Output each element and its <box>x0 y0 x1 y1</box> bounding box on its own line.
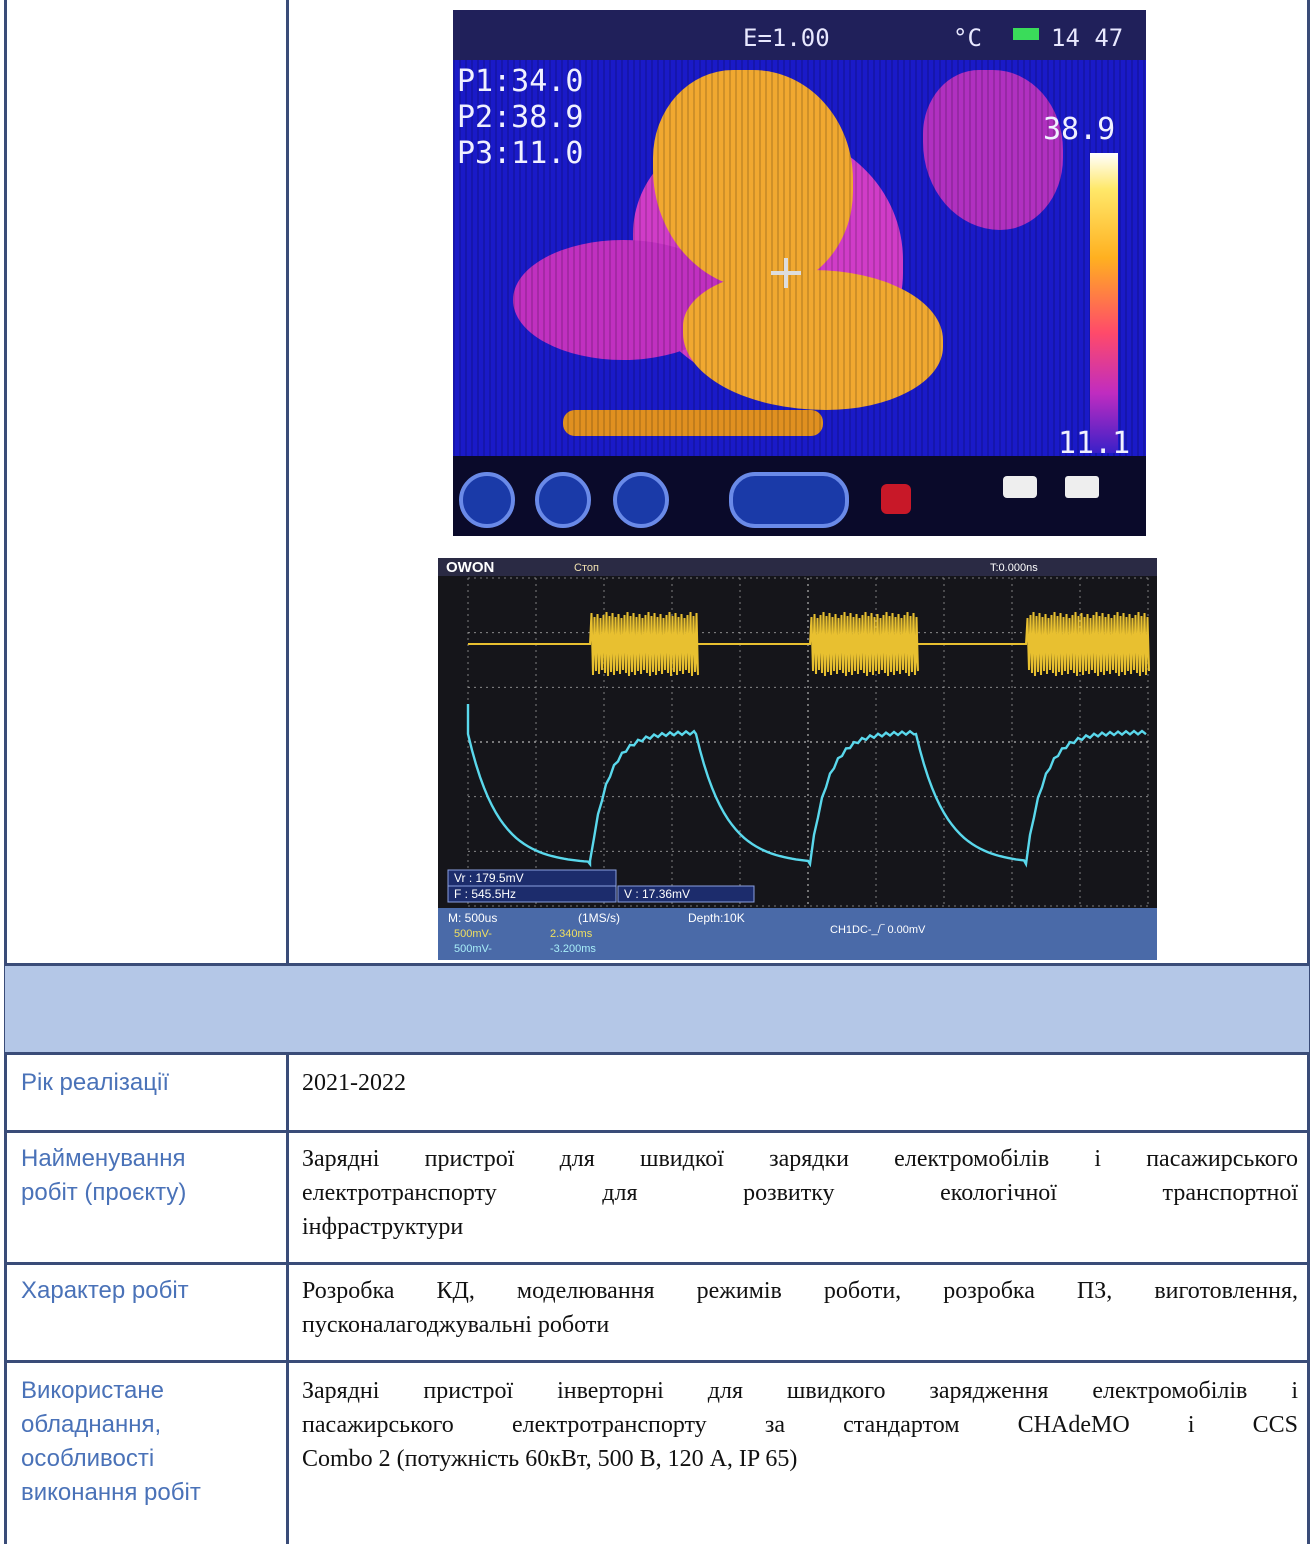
meas-box-f <box>447 885 617 903</box>
ch2-offset: -3.200ms <box>550 943 596 955</box>
thermal-status-bar: E=1.00 °C 14 47 <box>453 10 1146 60</box>
scale-max-label: 38.9 <box>1043 112 1116 147</box>
label-line: обладнання, <box>21 1411 162 1438</box>
row-label-year: Рік реалізації <box>5 1066 287 1100</box>
point-reading-1: P1:34.0 <box>457 64 584 99</box>
row-value-work-type: Розробка КД, моделювання режимів роботи,… <box>302 1274 1298 1342</box>
battery-icon <box>1013 28 1039 40</box>
table-row-border <box>4 1360 1310 1363</box>
thermal-camera-photo: E=1.00 °C 14 47 P1:34.0 P2:38.9 P3:11.0 … <box>453 10 1146 536</box>
clock-label: 14 47 <box>1051 24 1124 52</box>
table-row-border <box>4 963 1310 966</box>
scope-brand: OWON <box>446 559 494 576</box>
table-row-border <box>4 1130 1310 1133</box>
timebase: M: 500us <box>448 911 497 925</box>
label-line: Найменування <box>21 1145 186 1172</box>
label-line: робіт (проєкту) <box>21 1179 187 1206</box>
oscilloscope-photo: OWON Стоп T:0.000ns Vr : 179.5mV F : 545… <box>438 558 1157 960</box>
measurement-f: F : 545.5Hz <box>454 887 516 901</box>
value-line: інфраструктури <box>302 1214 464 1240</box>
shutter-icon <box>729 472 849 528</box>
back-icon <box>459 472 515 528</box>
scope-bottom-bar <box>438 908 1157 960</box>
palette-icon <box>535 472 591 528</box>
value-line: пасажирського електротранспорту за станд… <box>302 1412 1298 1438</box>
value-line: Зарядні пристрої для швидкої зарядки еле… <box>302 1146 1298 1172</box>
scope-trigger-time: T:0.000ns <box>990 562 1038 574</box>
row-label-project-name: Найменування робіт (проєкту) <box>5 1142 287 1210</box>
label-line: Рік реалізації <box>21 1069 169 1096</box>
table-row-border <box>4 1262 1310 1265</box>
video-icon <box>1065 476 1099 498</box>
emissivity-label: E=1.00 <box>743 24 830 52</box>
row-value-equipment: Зарядні пристрої інверторні для швидкого… <box>302 1374 1298 1476</box>
row-value-year: 2021-2022 <box>302 1070 406 1096</box>
scale-min-label: 11.1 <box>1058 426 1131 461</box>
value-line: Розробка КД, моделювання режимів роботи,… <box>302 1278 1298 1304</box>
row-label-equipment: Використане обладнання, особливості вико… <box>5 1374 287 1510</box>
label-line: виконання робіт <box>21 1479 201 1506</box>
label-line: особливості <box>21 1445 155 1472</box>
ch1-scale: 500mV- <box>454 928 492 940</box>
scope-top-bar <box>438 558 1157 576</box>
memory-depth: Depth:10K <box>688 911 745 925</box>
table-border-right <box>1307 0 1310 1544</box>
value-line: електротранспорту для розвитку екологічн… <box>302 1180 1298 1206</box>
section-header-band <box>5 965 1309 1053</box>
value-line: пусконалагоджувальні роботи <box>302 1312 610 1338</box>
table-row-border <box>4 1052 1310 1055</box>
channel-2-trace <box>466 704 1147 868</box>
label-line: Характер робіт <box>21 1277 189 1304</box>
value-line: Зарядні пристрої інверторні для швидкого… <box>302 1378 1298 1404</box>
channel-1-trace <box>468 611 1150 677</box>
table-border-column-divider-bottom <box>286 1053 289 1544</box>
table-border-column-divider-top <box>286 0 289 964</box>
point-reading-3: P3:11.0 <box>457 136 584 171</box>
label-line: Використане <box>21 1377 164 1404</box>
oscilloscope-screen: OWON Стоп T:0.000ns Vr : 179.5mV F : 545… <box>438 558 1157 960</box>
table-border-left <box>4 0 7 1544</box>
scope-status: Стоп <box>574 562 599 574</box>
point-reading-2: P2:38.9 <box>457 100 584 135</box>
ch2-scale: 500mV- <box>454 943 492 955</box>
camera-icon <box>1003 476 1037 498</box>
row-value-project-name: Зарядні пристрої для швидкої зарядки еле… <box>302 1142 1298 1244</box>
value-line: Combo 2 (потужність 60кВт, 500 В, 120 А,… <box>302 1446 798 1472</box>
ch1-offset: 2.340ms <box>550 928 593 940</box>
trigger-setting: CH1DC-_/‾ 0.00mV <box>830 924 926 936</box>
meas-box-v <box>617 885 755 903</box>
row-label-work-type: Характер робіт <box>5 1274 287 1308</box>
microphone-icon <box>613 472 669 528</box>
crosshair-icon <box>771 258 801 288</box>
temperature-scale-bar <box>1090 153 1118 453</box>
unit-label: °C <box>953 24 982 52</box>
measurement-v: V : 17.36mV <box>624 887 690 901</box>
sample-rate: (1MS/s) <box>578 911 620 925</box>
measurement-vr: Vr : 179.5mV <box>454 871 524 885</box>
record-icon <box>881 484 911 514</box>
